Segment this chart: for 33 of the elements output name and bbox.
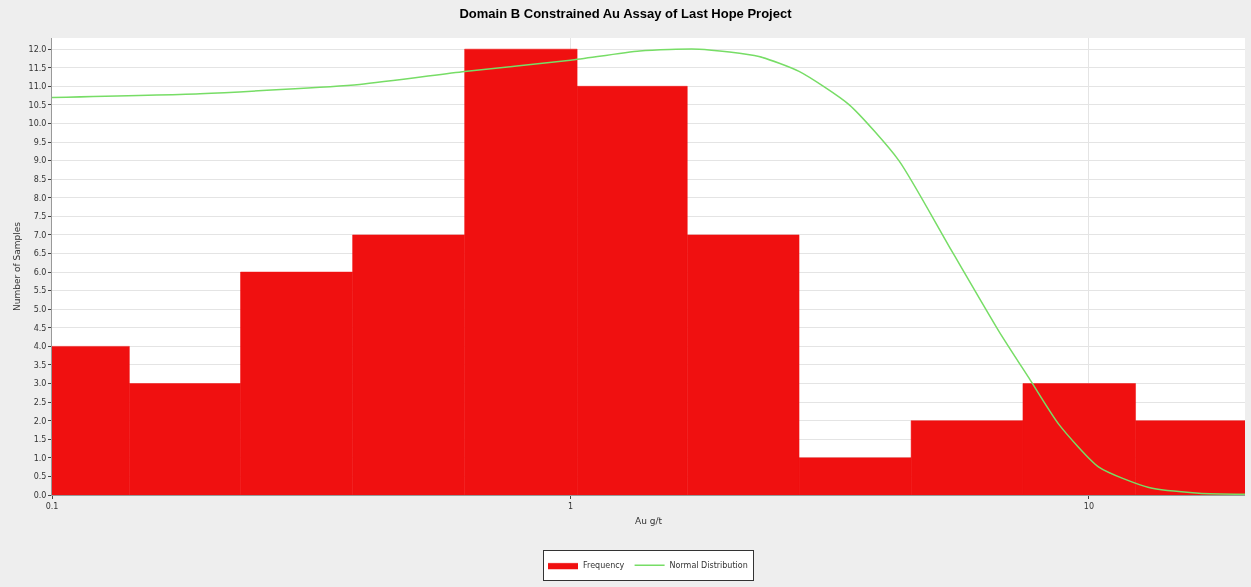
x-tick-label: 0.1 [45, 501, 59, 511]
y-tick-label: 11.0 [28, 82, 47, 92]
y-tick-label: 1.5 [33, 435, 47, 445]
y-tick-label: 5.0 [33, 305, 47, 315]
x-tick-label: 10 [1083, 501, 1095, 511]
x-axis-title: Au g/t [635, 516, 663, 527]
y-tick-label: 8.5 [33, 174, 47, 184]
legend-label: Normal Distribution [669, 561, 748, 571]
legend-label: Frequency [583, 561, 625, 571]
y-tick-label: 6.0 [33, 267, 47, 277]
y-tick-label: 7.5 [33, 212, 47, 222]
y-axis-title: Number of Samples [11, 221, 22, 311]
y-tick-label: 1.0 [33, 453, 47, 463]
y-tick-label: 4.0 [33, 342, 47, 352]
y-tick-label: 7.0 [33, 230, 47, 240]
y-tick-label: 11.5 [28, 63, 47, 73]
y-tick-label: 5.5 [33, 286, 47, 296]
x-tick-label: 1 [567, 501, 574, 511]
y-tick-label: 4.5 [33, 323, 47, 333]
y-tick-label: 12.0 [28, 44, 47, 54]
y-tick-label: 9.0 [33, 156, 47, 166]
y-tick-label: 10.5 [28, 100, 47, 110]
chart-title: Domain B Constrained Au Assay of Last Hope Project [459, 5, 793, 21]
y-tick-label: 9.5 [33, 137, 47, 147]
y-tick-label: 3.5 [33, 360, 47, 370]
y-tick-label: 6.5 [33, 249, 47, 259]
y-tick-label: 8.0 [33, 193, 47, 203]
y-tick-label: 0.5 [33, 472, 47, 482]
y-tick-label: 2.5 [33, 397, 47, 407]
y-tick-label: 10.0 [28, 119, 47, 129]
y-tick-label: 3.0 [33, 379, 47, 389]
y-tick-label: 2.0 [33, 416, 47, 426]
y-tick-label: 0.0 [33, 490, 47, 500]
